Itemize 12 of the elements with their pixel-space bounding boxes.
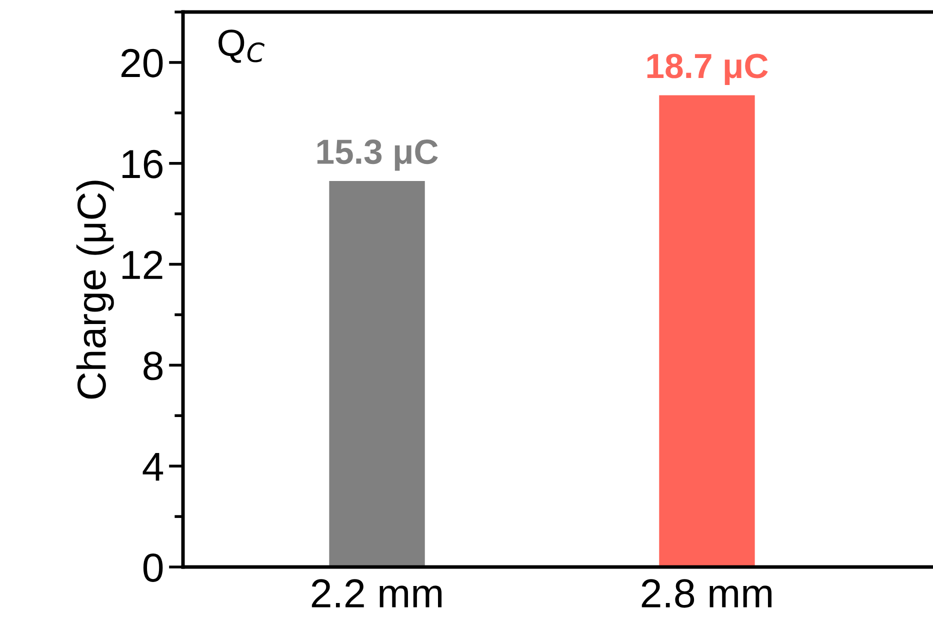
x-tick-label: 2.8 mm	[642, 579, 772, 608]
y-axis-title: Charge (μC)	[76, 180, 114, 399]
data-label: 15.3 μC	[317, 139, 438, 171]
annotation: Q$_{C}$	[218, 30, 265, 63]
data-label: 18.7 μC	[647, 54, 768, 86]
y-tick-label: 8	[144, 352, 162, 380]
y-tick-label: 16	[122, 150, 162, 178]
y-tick-label: 0	[143, 553, 163, 582]
y-tick-label: 12	[122, 250, 162, 279]
y-tick-label: 4	[142, 452, 164, 481]
x-tick-label: 2.2 mm	[312, 579, 442, 608]
y-tick-label: 20	[121, 48, 163, 78]
